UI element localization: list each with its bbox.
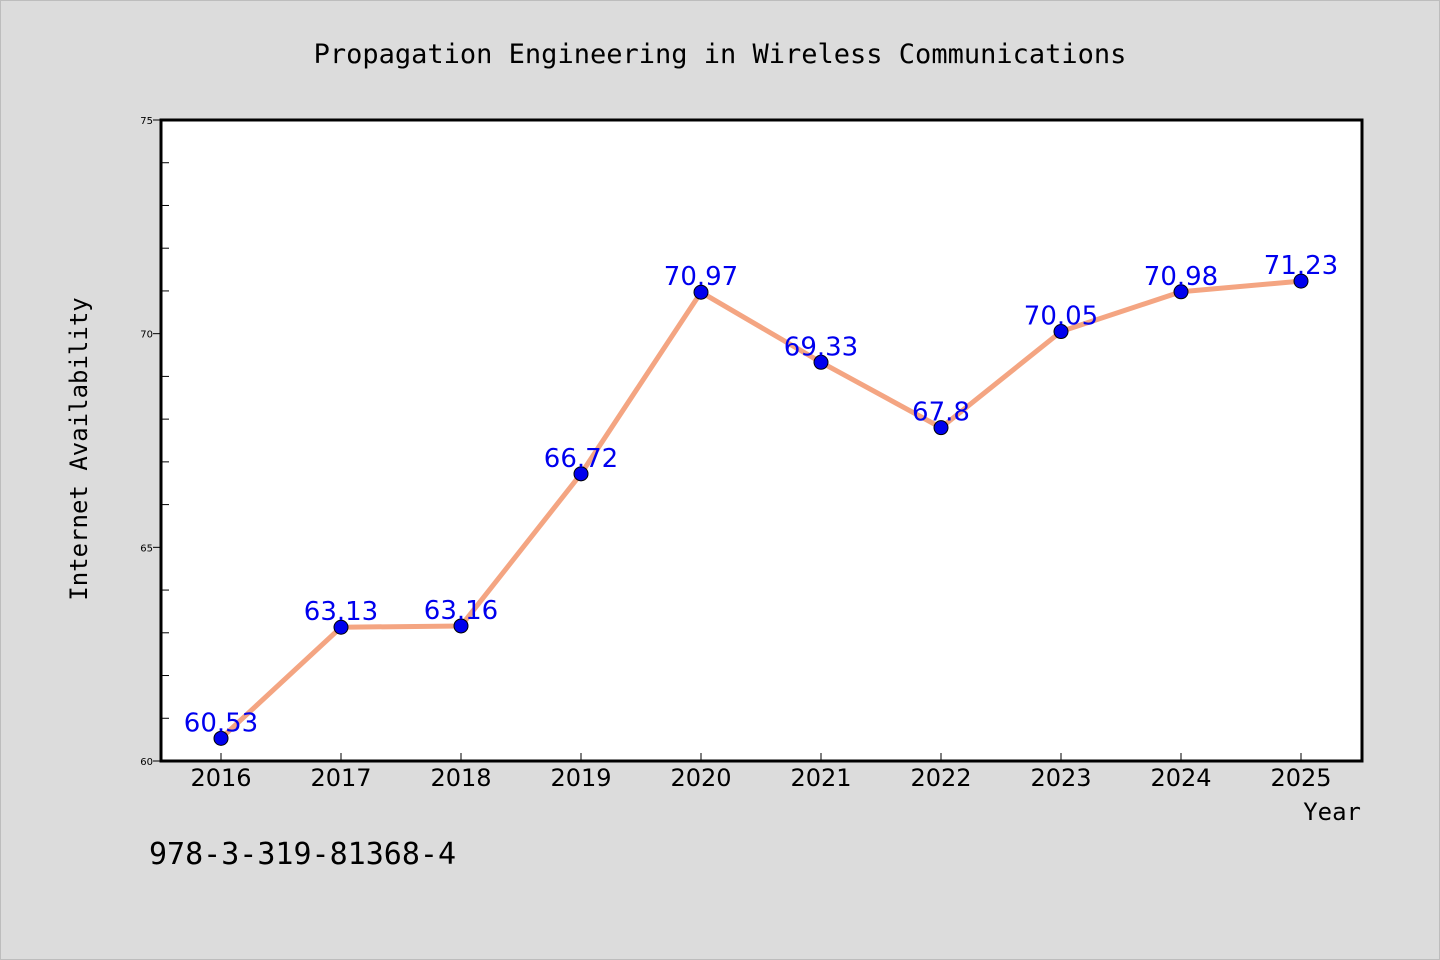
data-point — [333, 619, 349, 635]
y-tick-label: 75 — [140, 116, 153, 127]
chart-title: Propagation Engineering in Wireless Comm… — [314, 39, 1127, 70]
x-axis-label: Year — [1303, 798, 1361, 826]
data-point — [693, 284, 709, 300]
x-tick-label: 2023 — [1030, 764, 1091, 792]
data-point — [1173, 284, 1189, 300]
data-label: 69.33 — [784, 332, 858, 362]
data-point — [453, 618, 469, 634]
x-tick-label: 2019 — [550, 764, 611, 792]
data-label: 63.13 — [304, 597, 378, 627]
data-label: 60.53 — [184, 708, 258, 738]
x-axis: 2016 2017 2018 2019 2020 2021 2022 2023 2024 2025 — [190, 753, 1332, 792]
data-point — [813, 354, 829, 370]
series-line — [218, 278, 1304, 741]
x-tick-label: 2022 — [910, 764, 971, 792]
x-tick-label: 2016 — [190, 764, 251, 792]
data-label: 67.8 — [912, 398, 970, 428]
data-point — [1053, 324, 1069, 340]
series-line-group — [218, 278, 1304, 741]
isbn-text: 978-3-319-81368-4 — [149, 837, 456, 872]
x-tick-label: 2017 — [310, 764, 371, 792]
data-point — [933, 420, 949, 436]
data-label: 70.97 — [664, 262, 738, 292]
data-label: 70.05 — [1024, 302, 1098, 332]
x-tick-label: 2024 — [1150, 764, 1211, 792]
x-tick-label: 2018 — [430, 764, 491, 792]
data-label: 66.72 — [544, 444, 618, 474]
data-labels-group: 60.53 63.13 63.16 66.72 70.97 69.33 67.8 70.05 7… — [184, 251, 1338, 738]
y-tick-label: 60 — [140, 757, 153, 768]
x-tick-label: 2025 — [1270, 764, 1331, 792]
data-label: 71.23 — [1264, 251, 1338, 281]
y-tick-label: 65 — [140, 543, 153, 554]
data-point — [573, 466, 589, 482]
data-label: 70.98 — [1144, 262, 1218, 292]
data-point — [213, 730, 229, 746]
y-tick-label: 70 — [140, 330, 153, 341]
y-axis: 60 65 70 75 — [140, 116, 169, 768]
data-point — [1293, 273, 1309, 289]
x-tick-label: 2020 — [670, 764, 731, 792]
x-tick-label: 2021 — [790, 764, 851, 792]
series-markers-group — [213, 273, 1309, 746]
plot-area — [159, 118, 1364, 763]
data-label: 63.16 — [424, 596, 498, 626]
y-axis-label: Internet Availability — [65, 297, 93, 600]
